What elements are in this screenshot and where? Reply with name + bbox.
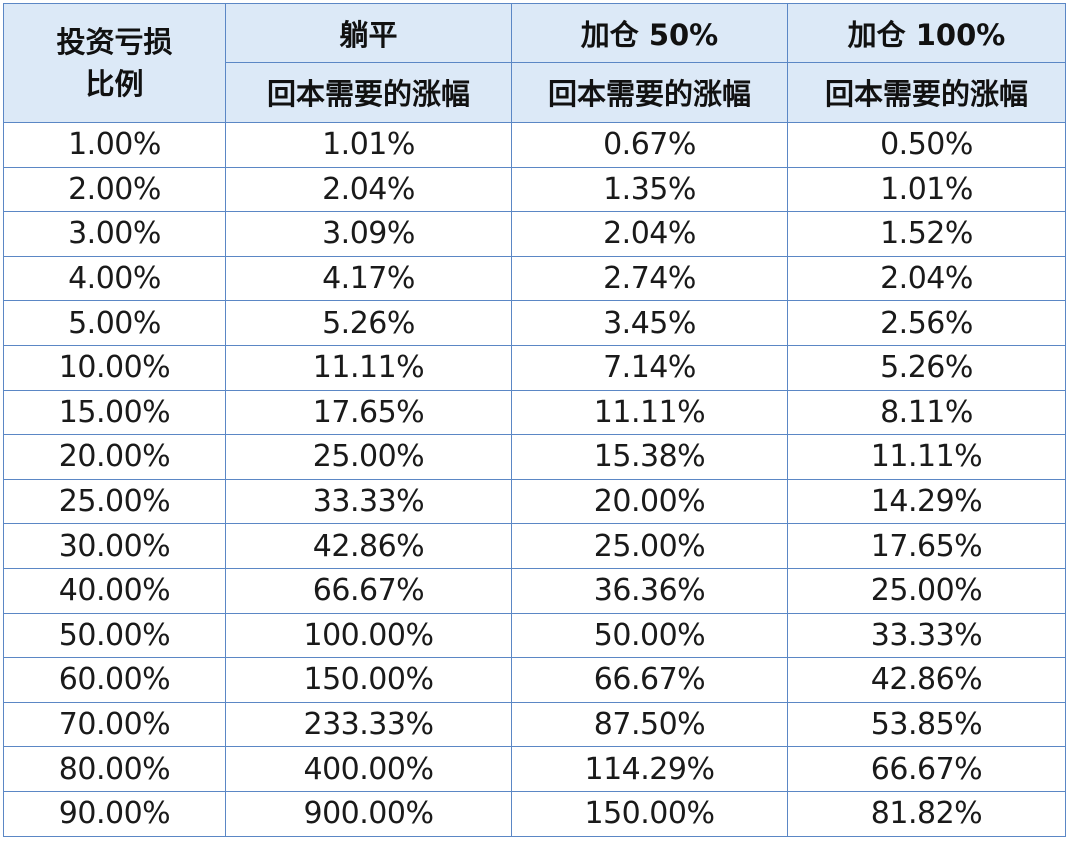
- cell-gain-add-50: 114.29%: [511, 746, 788, 792]
- cell-gain-hold: 233.33%: [225, 701, 512, 748]
- cell-gain-add-100: 66.67%: [787, 746, 1066, 792]
- table-row: 50.00% 100.00% 50.00% 33.33%: [3, 612, 1066, 659]
- table-row: 4.00% 4.17% 2.74% 2.04%: [3, 255, 1066, 302]
- header-required-gain-add-50: 回本需要的涨幅: [511, 61, 788, 124]
- cell-gain-add-50: 11.11%: [511, 389, 788, 436]
- cell-gain-hold: 900.00%: [225, 790, 512, 837]
- cell-gain-add-100: 2.56%: [787, 300, 1066, 346]
- table-row: 90.00% 900.00% 150.00% 81.82%: [3, 790, 1066, 837]
- cell-gain-hold: 5.26%: [225, 300, 512, 346]
- header-scenario-add-50: 加仓 50%: [511, 3, 788, 63]
- cell-gain-add-100: 11.11%: [787, 434, 1066, 480]
- cell-loss-ratio: 2.00%: [3, 166, 226, 213]
- header-scenario-hold: 躺平: [225, 3, 512, 63]
- table-row: 5.00% 5.26% 3.45% 2.56%: [3, 300, 1066, 346]
- table-row: 80.00% 400.00% 114.29% 66.67%: [3, 746, 1066, 792]
- cell-loss-ratio: 10.00%: [3, 344, 226, 391]
- cell-gain-add-100: 17.65%: [787, 523, 1066, 569]
- cell-gain-add-50: 3.45%: [511, 300, 788, 346]
- header-row-top: 投资亏损 比例 躺平 加仓 50% 加仓 100%: [3, 3, 1066, 123]
- header-loss-ratio-line1: 投资亏损: [56, 25, 173, 59]
- cell-loss-ratio: 20.00%: [3, 434, 226, 480]
- header-required-gain-hold: 回本需要的涨幅: [225, 61, 512, 124]
- cell-gain-add-100: 5.26%: [787, 344, 1066, 391]
- cell-loss-ratio: 70.00%: [3, 701, 226, 748]
- cell-gain-add-50: 15.38%: [511, 434, 788, 480]
- cell-gain-add-100: 81.82%: [787, 790, 1066, 837]
- cell-gain-hold: 17.65%: [225, 389, 512, 436]
- table-row: 25.00% 33.33% 20.00% 14.29%: [3, 478, 1066, 525]
- header-loss-ratio-line2: 比例: [85, 67, 144, 101]
- cell-gain-hold: 3.09%: [225, 211, 512, 257]
- cell-gain-add-100: 8.11%: [787, 389, 1066, 436]
- table-row: 70.00% 233.33% 87.50% 53.85%: [3, 701, 1066, 748]
- header-loss-ratio: 投资亏损 比例: [3, 3, 226, 123]
- cell-gain-add-50: 2.74%: [511, 255, 788, 302]
- cell-loss-ratio: 90.00%: [3, 790, 226, 837]
- cell-gain-add-100: 25.00%: [787, 567, 1066, 614]
- cell-gain-hold: 66.67%: [225, 567, 512, 614]
- cell-loss-ratio: 50.00%: [3, 612, 226, 659]
- cell-gain-hold: 4.17%: [225, 255, 512, 302]
- table-row: 20.00% 25.00% 15.38% 11.11%: [3, 434, 1066, 480]
- table-body: 1.00% 1.01% 0.67% 0.50% 2.00% 2.04% 1.35% 1.01%…: [3, 122, 1066, 837]
- cell-gain-add-50: 0.67%: [511, 122, 788, 168]
- cell-gain-hold: 1.01%: [225, 122, 512, 168]
- cell-loss-ratio: 5.00%: [3, 300, 226, 346]
- cell-gain-hold: 100.00%: [225, 612, 512, 659]
- cell-gain-add-100: 42.86%: [787, 657, 1066, 703]
- cell-gain-add-50: 20.00%: [511, 478, 788, 525]
- cell-gain-add-50: 150.00%: [511, 790, 788, 837]
- table-row: 1.00% 1.01% 0.67% 0.50%: [3, 122, 1066, 168]
- cell-gain-add-100: 2.04%: [787, 255, 1066, 302]
- cell-gain-add-50: 50.00%: [511, 612, 788, 659]
- cell-loss-ratio: 1.00%: [3, 122, 226, 168]
- header-scenario-add-100: 加仓 100%: [787, 3, 1066, 63]
- loss-recovery-table: 投资亏损 比例 躺平 加仓 50% 加仓 100% 回本需要的涨幅 回本需要的涨…: [3, 3, 1066, 837]
- cell-loss-ratio: 3.00%: [3, 211, 226, 257]
- cell-gain-hold: 25.00%: [225, 434, 512, 480]
- cell-gain-add-100: 0.50%: [787, 122, 1066, 168]
- header-required-gain-add-100: 回本需要的涨幅: [787, 61, 1066, 124]
- cell-loss-ratio: 40.00%: [3, 567, 226, 614]
- table-row: 3.00% 3.09% 2.04% 1.52%: [3, 211, 1066, 257]
- cell-gain-hold: 11.11%: [225, 344, 512, 391]
- cell-gain-hold: 42.86%: [225, 523, 512, 569]
- table-row: 30.00% 42.86% 25.00% 17.65%: [3, 523, 1066, 569]
- cell-loss-ratio: 4.00%: [3, 255, 226, 302]
- table-row: 60.00% 150.00% 66.67% 42.86%: [3, 657, 1066, 703]
- cell-gain-hold: 33.33%: [225, 478, 512, 525]
- cell-loss-ratio: 15.00%: [3, 389, 226, 436]
- cell-gain-add-100: 14.29%: [787, 478, 1066, 525]
- cell-gain-add-100: 1.01%: [787, 166, 1066, 213]
- cell-gain-hold: 400.00%: [225, 746, 512, 792]
- cell-gain-add-50: 1.35%: [511, 166, 788, 213]
- cell-loss-ratio: 25.00%: [3, 478, 226, 525]
- table-row: 40.00% 66.67% 36.36% 25.00%: [3, 567, 1066, 614]
- cell-gain-add-50: 2.04%: [511, 211, 788, 257]
- cell-gain-add-50: 87.50%: [511, 701, 788, 748]
- cell-loss-ratio: 60.00%: [3, 657, 226, 703]
- loss-recovery-table-container: 投资亏损 比例 躺平 加仓 50% 加仓 100% 回本需要的涨幅 回本需要的涨…: [3, 3, 1066, 837]
- cell-loss-ratio: 80.00%: [3, 746, 226, 792]
- table-row: 15.00% 17.65% 11.11% 8.11%: [3, 389, 1066, 436]
- cell-gain-add-100: 53.85%: [787, 701, 1066, 748]
- cell-loss-ratio: 30.00%: [3, 523, 226, 569]
- cell-gain-hold: 150.00%: [225, 657, 512, 703]
- cell-gain-add-100: 1.52%: [787, 211, 1066, 257]
- table-header: 投资亏损 比例 躺平 加仓 50% 加仓 100% 回本需要的涨幅 回本需要的涨…: [3, 3, 1066, 124]
- table-row: 2.00% 2.04% 1.35% 1.01%: [3, 166, 1066, 213]
- cell-gain-add-50: 7.14%: [511, 344, 788, 391]
- cell-gain-add-50: 66.67%: [511, 657, 788, 703]
- table-row: 10.00% 11.11% 7.14% 5.26%: [3, 344, 1066, 391]
- cell-gain-add-50: 36.36%: [511, 567, 788, 614]
- cell-gain-hold: 2.04%: [225, 166, 512, 213]
- cell-gain-add-50: 25.00%: [511, 523, 788, 569]
- cell-gain-add-100: 33.33%: [787, 612, 1066, 659]
- header-row-sub: 回本需要的涨幅 回本需要的涨幅 回本需要的涨幅: [4, 61, 1066, 124]
